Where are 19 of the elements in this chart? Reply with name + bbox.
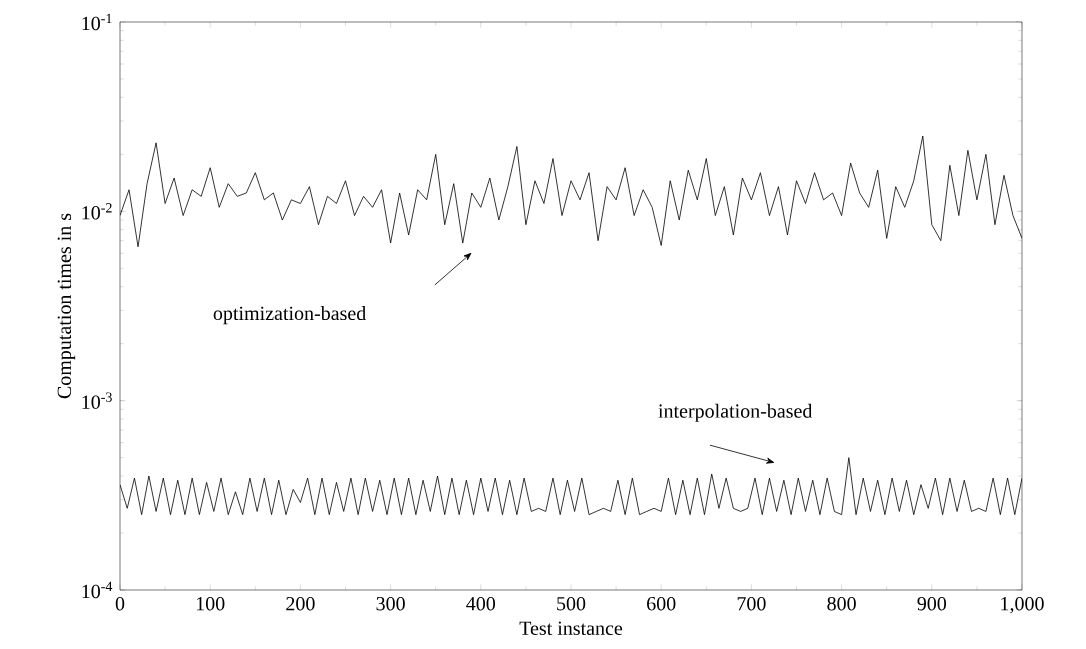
x-tick-label: 600 — [647, 596, 676, 611]
y-tick-label: 10$^{-4}$ — [82, 581, 113, 599]
y-tick-label: 10$^{-2}$ — [82, 203, 112, 220]
x-tick-label: 0 — [115, 596, 125, 611]
x-tick-label: 200 — [286, 596, 315, 611]
x-axis-title: Test instance — [519, 621, 623, 635]
x-tick-label: 800 — [827, 596, 856, 611]
x-tick-label: 1,000 — [1001, 596, 1044, 614]
x-tick-label: 300 — [376, 596, 405, 611]
y-tick-label: 10$^{-1}$ — [82, 13, 112, 31]
annotation: interpolation-based — [658, 403, 813, 422]
x-tick-label: 400 — [466, 596, 496, 611]
annotation: optimization-based — [213, 306, 366, 325]
y-axis-title: Computation times in s — [57, 213, 76, 399]
x-tick-label: 100 — [196, 596, 225, 611]
x-tick-label: 700 — [737, 596, 766, 611]
y-tick-label: 10$^{-3}$ — [82, 392, 112, 409]
x-tick-label: 900 — [917, 596, 947, 611]
x-tick-label: 500 — [557, 596, 586, 611]
